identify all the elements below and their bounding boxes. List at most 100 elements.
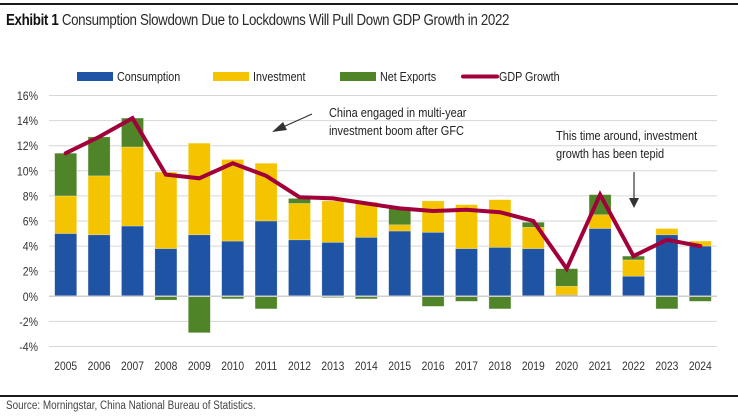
bar-investment-2014 [354, 201, 378, 238]
bar-consumption-2016 [421, 231, 445, 297]
bar-investment-2016 [421, 200, 445, 233]
annotation-line: This time around, investment [556, 129, 698, 143]
y-tick-label: 14% [17, 116, 38, 129]
x-tick-label: 2021 [589, 360, 612, 373]
legend-swatch-investment [213, 72, 249, 81]
legend-label-net-exports: Net Exports [380, 70, 436, 84]
bar-investment-2018 [488, 199, 512, 248]
bar-investment-2022 [622, 259, 645, 277]
source-note: Source: Morningstar, China National Bure… [6, 400, 256, 412]
bar-consumption-2011 [254, 220, 278, 297]
x-tick-label: 2010 [221, 360, 244, 373]
x-tick-label: 2005 [54, 360, 77, 373]
bar-net-exports-2011 [254, 295, 278, 310]
x-tick-label: 2019 [522, 360, 545, 373]
bar-consumption-2012 [288, 239, 311, 297]
x-tick-label: 2015 [388, 360, 411, 373]
x-tick-label: 2017 [455, 360, 478, 373]
x-tick-label: 2009 [188, 360, 211, 373]
x-tick-label: 2014 [355, 360, 378, 373]
top-rule [0, 3, 738, 5]
annotation-investment-boom: China engaged in multi-year investment b… [272, 106, 467, 138]
bar-consumption-2018 [488, 247, 512, 297]
legend-swatch-consumption [77, 72, 113, 81]
bar-net-exports-2017 [455, 295, 478, 302]
y-tick-label: 2% [23, 266, 38, 279]
bar-net-exports-2016 [421, 295, 445, 307]
bar-consumption-2005 [54, 233, 78, 297]
annotation-tepid-investment: This time around, investment growth has … [556, 129, 698, 208]
bar-investment-2005 [54, 195, 78, 234]
bar-consumption-2007 [121, 225, 144, 297]
bar-investment-2015 [388, 224, 412, 232]
y-tick-label: 12% [17, 141, 38, 154]
x-tick-label: 2011 [255, 360, 277, 373]
y-tick-label: 6% [23, 216, 38, 229]
bar-investment-2008 [154, 171, 178, 249]
x-tick-label: 2024 [689, 360, 712, 373]
x-tick-label: 2008 [154, 360, 177, 373]
y-axis-ticks: -4% -2% 0% 2% 4% 6% 8% 10% 12% 14% 16% [17, 90, 38, 354]
annotation-arrow-shaft [282, 113, 313, 128]
bar-net-exports-2024 [688, 295, 712, 302]
gdp-line-group [63, 115, 703, 273]
bar-consumption-2014 [354, 237, 378, 297]
legend-label-investment: Investment [253, 70, 306, 84]
bar-investment-2021 [588, 214, 612, 229]
y-tick-label: 16% [17, 90, 38, 103]
x-tick-label: 2013 [321, 360, 344, 373]
bar-consumption-2017 [455, 248, 478, 297]
bar-investment-2017 [455, 204, 478, 249]
bar-consumption-2019 [521, 248, 545, 297]
bar-investment-2020 [555, 285, 579, 296]
bar-net-exports-2009 [188, 295, 211, 333]
bar-investment-2006 [87, 175, 111, 236]
title-text: Consumption Slowdown Due to Lockdowns Wi… [61, 12, 510, 29]
annotation-arrow-head-icon [629, 198, 639, 208]
annotation-line: growth has been tepid [556, 147, 664, 161]
annotation-line: China engaged in multi-year [329, 106, 467, 120]
bar-investment-2023 [655, 228, 679, 236]
bar-investment-2012 [288, 203, 311, 241]
x-tick-label: 2018 [488, 360, 511, 373]
legend-swatch-net-exports [340, 72, 376, 81]
exhibit-label: Exhibit 1 [6, 12, 59, 29]
x-tick-label: 2023 [655, 360, 678, 373]
y-tick-label: -2% [19, 316, 38, 329]
y-tick-label: 0% [23, 291, 38, 304]
x-tick-label: 2022 [622, 360, 645, 373]
gridlines [49, 95, 717, 347]
bar-consumption-2021 [588, 228, 612, 297]
x-axis-ticks: 2005 2006 2007 2008 2009 2010 2011 2012 2013 2014… [54, 360, 712, 373]
legend: Consumption Investment Net Exports GDP Grow… [77, 70, 560, 84]
x-tick-label: 2016 [422, 360, 445, 373]
bar-consumption-2015 [388, 230, 412, 297]
bar-investment-2007 [121, 146, 144, 227]
annotation-arrow-head-icon [272, 122, 287, 132]
y-tick-label: 4% [23, 241, 38, 254]
legend-label-gdp-growth: GDP Growth [499, 70, 560, 84]
bar-consumption-2006 [87, 234, 111, 297]
bar-consumption-2010 [221, 240, 244, 297]
bar-consumption-2009 [188, 234, 211, 297]
bar-consumption-2013 [321, 242, 345, 297]
bar-net-exports-2023 [655, 295, 679, 310]
y-tick-label: 10% [17, 166, 38, 179]
bar-investment-2013 [321, 200, 345, 243]
y-tick-label: -4% [19, 341, 38, 354]
annotations: China engaged in multi-year investment b… [272, 106, 698, 208]
gdp-growth-line [63, 115, 703, 273]
x-tick-label: 2006 [88, 360, 111, 373]
y-tick-label: 8% [23, 191, 38, 204]
bar-investment-2010 [221, 159, 244, 242]
bar-net-exports-2005 [54, 152, 78, 197]
x-tick-label: 2007 [121, 360, 144, 373]
x-tick-label: 2020 [555, 360, 578, 373]
bar-consumption-2022 [622, 275, 645, 297]
chart-title: Exhibit 1 Consumption Slowdown Due to Lo… [6, 12, 509, 30]
bar-consumption-2024 [688, 245, 712, 297]
annotation-line: investment boom after GFC [329, 124, 464, 138]
bar-consumption-2008 [154, 248, 178, 297]
bottom-rule [0, 395, 738, 397]
